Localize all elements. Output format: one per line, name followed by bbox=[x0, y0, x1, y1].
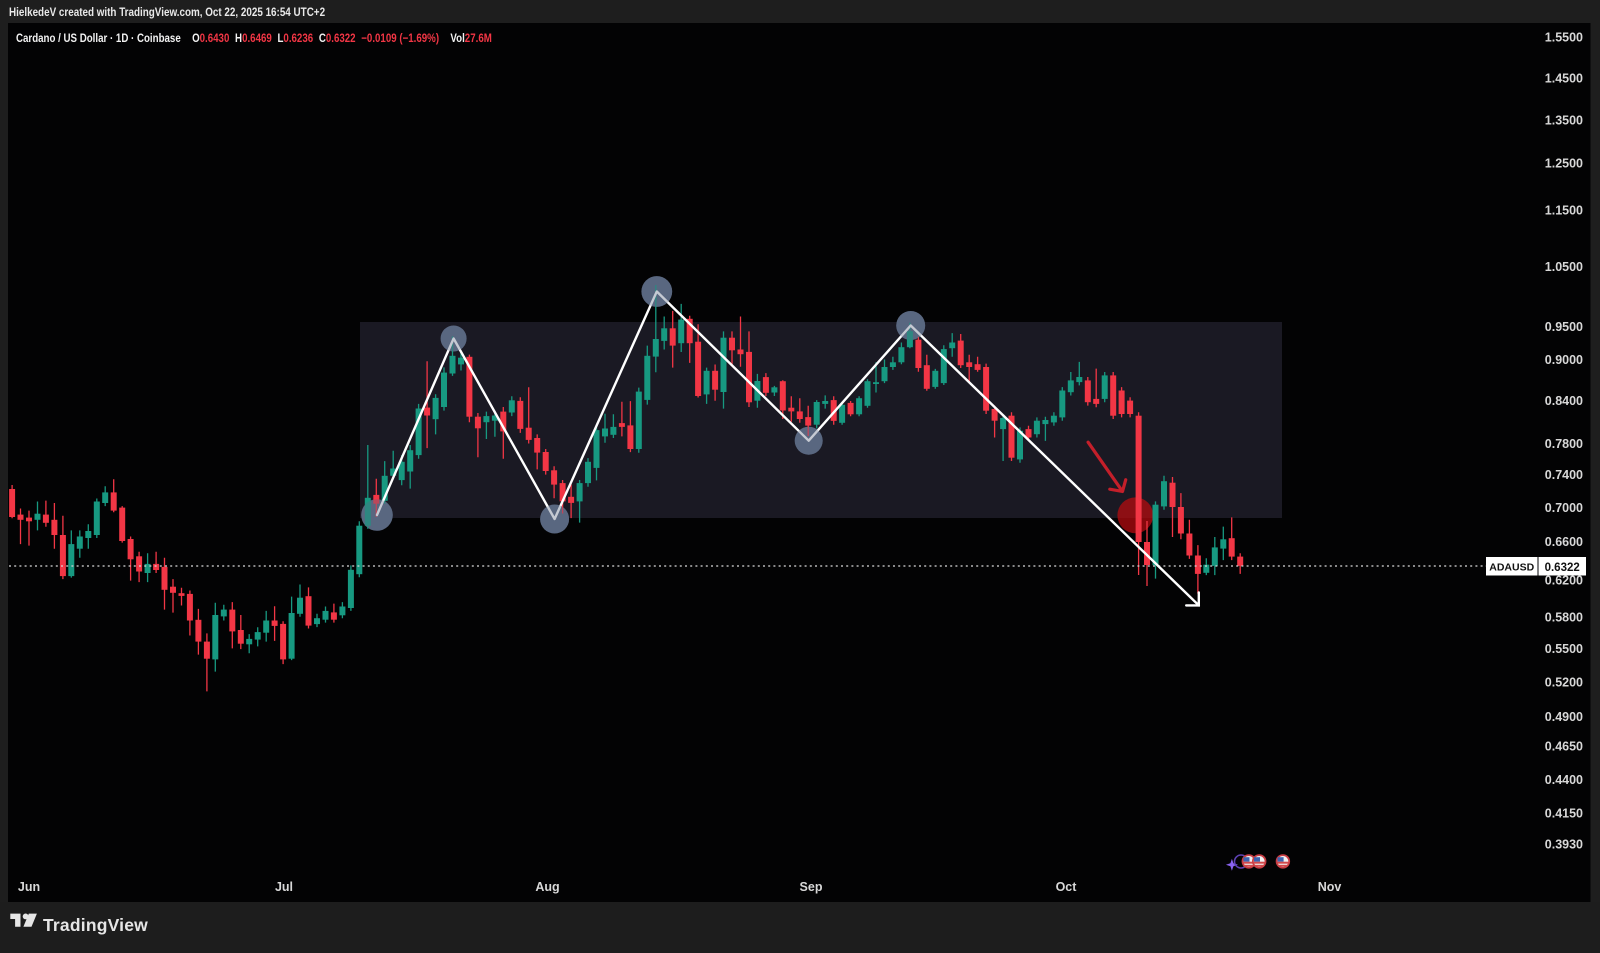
svg-text:0.6322: 0.6322 bbox=[1545, 562, 1580, 574]
svg-text:0.4650: 0.4650 bbox=[1545, 740, 1583, 754]
svg-text:1.3500: 1.3500 bbox=[1545, 114, 1583, 128]
svg-text:Nov: Nov bbox=[1318, 880, 1342, 894]
svg-text:Jul: Jul bbox=[275, 880, 293, 894]
svg-text:1.0500: 1.0500 bbox=[1545, 260, 1583, 274]
svg-text:0.7800: 0.7800 bbox=[1545, 437, 1583, 451]
svg-text:0.9000: 0.9000 bbox=[1545, 353, 1583, 367]
svg-text:0.5500: 0.5500 bbox=[1545, 642, 1583, 656]
svg-text:Oct: Oct bbox=[1056, 880, 1078, 894]
svg-text:Jun: Jun bbox=[18, 880, 40, 894]
svg-text:0.5800: 0.5800 bbox=[1545, 611, 1583, 625]
svg-text:Aug: Aug bbox=[535, 880, 559, 894]
svg-text:0.7400: 0.7400 bbox=[1545, 468, 1583, 482]
svg-text:0.9500: 0.9500 bbox=[1545, 320, 1583, 334]
svg-text:1.5500: 1.5500 bbox=[1545, 31, 1583, 45]
svg-text:0.8400: 0.8400 bbox=[1545, 394, 1583, 408]
svg-text:1.2500: 1.2500 bbox=[1545, 156, 1583, 170]
svg-text:0.6200: 0.6200 bbox=[1545, 573, 1583, 587]
svg-text:0.7000: 0.7000 bbox=[1545, 501, 1583, 515]
svg-text:0.6600: 0.6600 bbox=[1545, 535, 1583, 549]
svg-text:Sep: Sep bbox=[800, 880, 823, 894]
svg-text:0.4900: 0.4900 bbox=[1545, 710, 1583, 724]
svg-text:ADAUSD: ADAUSD bbox=[1489, 562, 1534, 574]
svg-text:0.3930: 0.3930 bbox=[1545, 838, 1583, 852]
svg-text:1.1500: 1.1500 bbox=[1545, 204, 1583, 218]
svg-text:1.4500: 1.4500 bbox=[1545, 72, 1583, 86]
svg-text:0.4150: 0.4150 bbox=[1545, 806, 1583, 820]
svg-text:0.4400: 0.4400 bbox=[1545, 773, 1583, 787]
svg-text:0.5200: 0.5200 bbox=[1545, 676, 1583, 690]
